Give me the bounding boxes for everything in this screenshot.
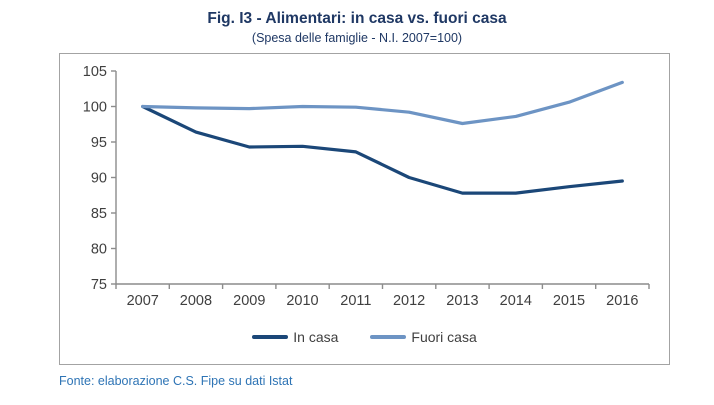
x-tick-label: 2014 (500, 293, 532, 309)
y-tick-label: 100 (83, 100, 107, 116)
x-tick-label: 2012 (393, 293, 425, 309)
x-tick-label: 2007 (127, 293, 159, 309)
legend-label: Fuori casa (411, 329, 477, 345)
x-tick-label: 2010 (286, 293, 318, 309)
figure-title: Fig. I3 - Alimentari: in casa vs. fuori … (207, 10, 507, 27)
legend-line-swatch (370, 335, 407, 339)
legend-item: In casa (252, 329, 338, 345)
series-line-fuori-casa (141, 80, 624, 126)
y-tick-label: 95 (91, 135, 107, 151)
legend-line-swatch (252, 335, 289, 339)
legend-label: In casa (293, 329, 339, 345)
x-tick-label: 2008 (180, 293, 212, 309)
line-chart: 75 80 85 90 95 100 105 2007 2008 2009 2010 2011 2012… (83, 64, 650, 309)
x-tick-label: 2011 (340, 293, 371, 309)
chart-legend: In casa Fuori casa (60, 329, 669, 345)
legend-item: Fuori casa (370, 329, 477, 345)
y-tick-label: 80 (91, 242, 107, 258)
y-tick-label: 105 (83, 64, 107, 80)
series-line-in-casa (141, 104, 624, 195)
x-tick-label: 2009 (233, 293, 265, 309)
y-tick-label: 75 (91, 277, 107, 293)
source-note: Fonte: elaborazione C.S. Fipe su dati Is… (59, 374, 293, 388)
y-tick-label: 85 (91, 206, 107, 222)
chart-container: 75 80 85 90 95 100 105 2007 2008 2009 2010 2011 2012… (59, 53, 670, 365)
x-tick-label: 2015 (553, 293, 585, 309)
x-tick-label: 2013 (446, 293, 478, 309)
y-tick-label: 90 (91, 171, 107, 187)
x-tick-label: 2016 (606, 293, 638, 309)
figure-subtitle: (Spesa delle famiglie - N.I. 2007=100) (251, 31, 463, 45)
